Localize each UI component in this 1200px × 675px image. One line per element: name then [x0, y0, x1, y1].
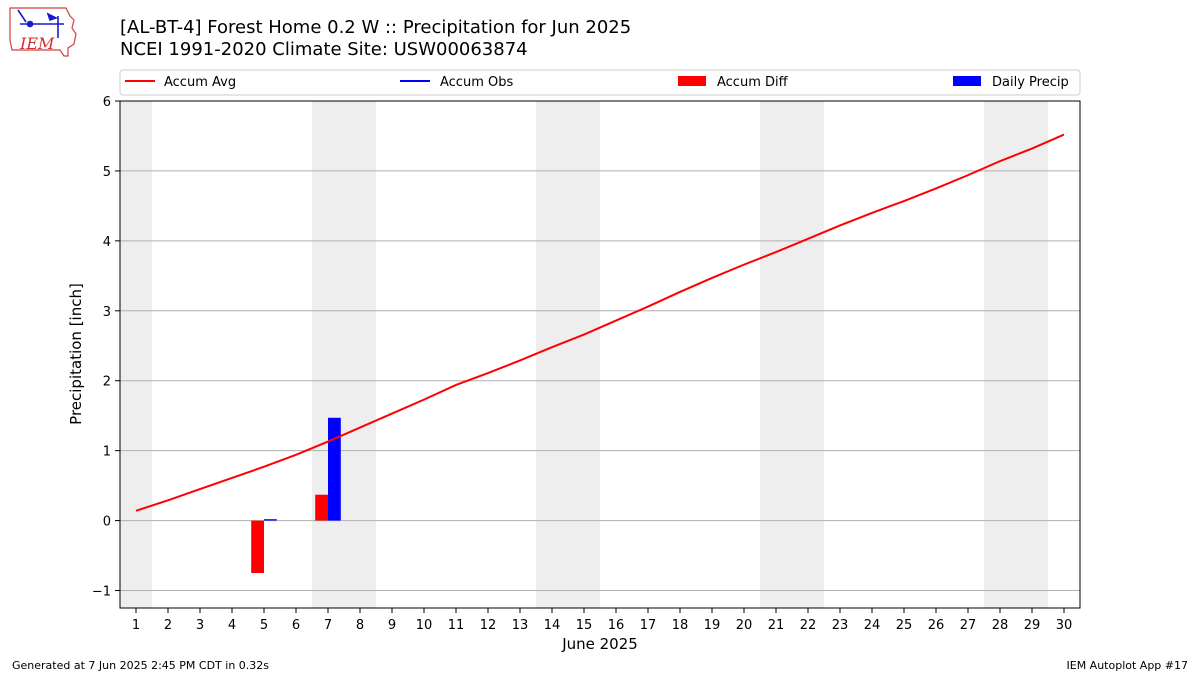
- legend: Accum Avg Accum Obs Accum Diff Daily Pre…: [119, 69, 1081, 96]
- plot-frame: [119, 100, 1081, 609]
- xtick-label-4: 4: [228, 618, 236, 633]
- xtick-label-5: 5: [260, 618, 268, 633]
- app-label: IEM Autoplot App #17: [1066, 659, 1189, 672]
- xtick-label-28: 28: [992, 618, 1009, 633]
- x-axis-label: June 2025: [561, 635, 638, 653]
- xtick-label-8: 8: [356, 618, 364, 633]
- xtick-label-22: 22: [800, 618, 817, 633]
- y-axis-label: Precipitation [inch]: [67, 283, 85, 425]
- ytick-label--1: −1: [92, 585, 111, 600]
- chart-title: [AL-BT-4] Forest Home 0.2 W :: Precipita…: [120, 17, 632, 38]
- xtick-label-3: 3: [196, 618, 204, 633]
- weekend-band-14: [536, 101, 568, 608]
- xtick-label-23: 23: [832, 618, 849, 633]
- xtick-label-19: 19: [704, 618, 721, 633]
- xtick-label-12: 12: [480, 618, 497, 633]
- xtick-label-25: 25: [896, 618, 913, 633]
- logo-text: IEM: [19, 34, 55, 53]
- legend-label-daily-precip: Daily Precip: [992, 75, 1069, 90]
- weekend-band-21: [760, 101, 792, 608]
- xtick-label-20: 20: [736, 618, 753, 633]
- xtick-label-27: 27: [960, 618, 977, 633]
- xtick-label-24: 24: [864, 618, 881, 633]
- x-axis-ticks: 1 2 3 4 5 6 7 8 9 10 11 12 13 14 15 16 17 18 19 20 21 22 23 24 2…: [132, 608, 1072, 633]
- weekend-band-1: [120, 101, 152, 608]
- bars: [251, 417, 341, 574]
- accum-diff-bar-7: [315, 494, 328, 521]
- y-axis-ticks: −1 0 1 2 3 4 5 6: [92, 95, 120, 600]
- xtick-label-9: 9: [388, 618, 396, 633]
- weekend-band-29: [1016, 101, 1048, 608]
- xtick-label-15: 15: [576, 618, 593, 633]
- accum-avg-line: [135, 133, 1065, 512]
- ytick-label-5: 5: [103, 165, 111, 180]
- ytick-label-4: 4: [103, 235, 111, 250]
- xtick-label-18: 18: [672, 618, 689, 633]
- generated-timestamp: Generated at 7 Jun 2025 2:45 PM CDT in 0…: [12, 659, 270, 672]
- weekend-band-28: [984, 101, 1016, 608]
- ytick-label-6: 6: [103, 95, 111, 110]
- lines: [135, 133, 1065, 512]
- xtick-label-30: 30: [1056, 618, 1073, 633]
- chart-subtitle: NCEI 1991-2020 Climate Site: USW00063874: [120, 39, 528, 60]
- weekend-shading: [120, 101, 1048, 608]
- xtick-label-1: 1: [132, 618, 140, 633]
- xtick-label-14: 14: [544, 618, 561, 633]
- xtick-label-2: 2: [164, 618, 172, 633]
- legend-label-accum-avg: Accum Avg: [164, 75, 236, 90]
- legend-swatch-accum-diff: [678, 76, 706, 86]
- gridlines: [120, 100, 1080, 592]
- iowa-outline-icon: [9, 7, 77, 57]
- xtick-label-10: 10: [416, 618, 433, 633]
- xtick-label-11: 11: [448, 618, 465, 633]
- accum-diff-bar-5: [251, 520, 264, 574]
- legend-swatch-daily-precip: [953, 76, 981, 86]
- ytick-label-0: 0: [103, 515, 111, 530]
- xtick-label-6: 6: [292, 618, 300, 633]
- weather-station-icon: [17, 9, 64, 38]
- xtick-label-26: 26: [928, 618, 945, 633]
- ytick-label-2: 2: [103, 375, 111, 390]
- weekend-band-15: [568, 101, 600, 608]
- xtick-label-13: 13: [512, 618, 529, 633]
- legend-label-accum-obs: Accum Obs: [440, 75, 513, 90]
- weekend-band-7: [312, 101, 344, 608]
- ytick-label-3: 3: [103, 305, 111, 320]
- daily-precip-bar-7: [328, 417, 341, 521]
- legend-label-accum-diff: Accum Diff: [717, 75, 789, 90]
- weekend-band-22: [792, 101, 824, 608]
- xtick-label-16: 16: [608, 618, 625, 633]
- xtick-label-17: 17: [640, 618, 657, 633]
- legend-frame: [119, 69, 1081, 96]
- ytick-label-1: 1: [103, 445, 111, 460]
- weekend-band-8: [344, 101, 376, 608]
- xtick-label-7: 7: [324, 618, 332, 633]
- xtick-label-21: 21: [768, 618, 785, 633]
- xtick-label-29: 29: [1024, 618, 1041, 633]
- daily-precip-bar-5: [264, 519, 277, 521]
- iem-logo: IEM: [9, 7, 77, 57]
